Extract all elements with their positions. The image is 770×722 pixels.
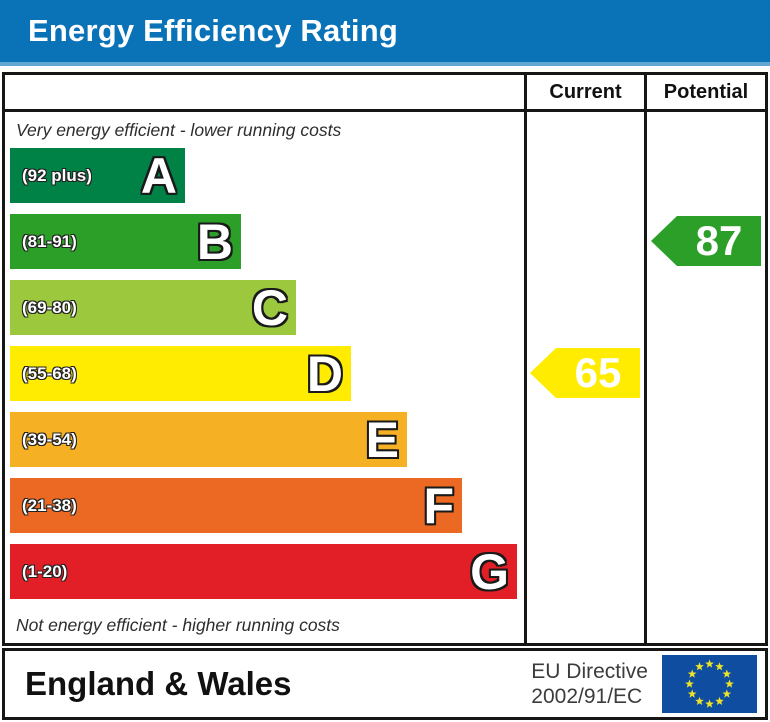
footer-bar: England & Wales EU Directive 2002/91/EC xyxy=(2,648,768,720)
band-letter-b: B xyxy=(196,213,233,270)
rating-table: Current Potential Very energy efficient … xyxy=(2,72,768,646)
band-letter-a: A xyxy=(140,147,177,204)
eu-flag-icon xyxy=(662,655,757,713)
potential-rating-arrow: 87 xyxy=(651,216,761,266)
band-bar-g: (1-20) G xyxy=(10,544,517,599)
potential-column-header: Potential xyxy=(647,75,765,112)
region-label: England & Wales xyxy=(25,665,292,702)
band-bar-f: (21-38) F xyxy=(10,478,462,533)
band-row-f: (21-38) F xyxy=(10,478,524,544)
band-letter-f: F xyxy=(423,477,454,534)
eu-directive-label: EU Directive 2002/91/EC xyxy=(531,659,648,709)
band-row-a: (92 plus) A xyxy=(10,148,524,214)
eu-directive-line2: 2002/91/EC xyxy=(531,685,643,708)
current-rating-arrow-shape xyxy=(530,348,640,398)
band-range-label-d: (55-68) xyxy=(22,363,77,383)
current-rating-arrow-value: 65 xyxy=(574,349,622,396)
potential-rating-arrow-shape xyxy=(651,216,761,266)
band-row-e: (39-54) E xyxy=(10,412,524,478)
band-range-label-g: (1-20) xyxy=(22,561,68,581)
potential-rating-column: 87 xyxy=(647,112,765,643)
band-range-label-f: (21-38) xyxy=(22,495,77,515)
band-bar-e: (39-54) E xyxy=(10,412,407,467)
band-range-label-e: (39-54) xyxy=(22,429,77,449)
band-row-g: (1-20) G xyxy=(10,544,524,610)
header-spacer-cell xyxy=(5,75,527,112)
band-letter-e: E xyxy=(365,411,399,468)
current-column-header: Current xyxy=(527,75,647,112)
bottom-caption: Not energy efficient - higher running co… xyxy=(16,614,340,635)
band-range-label-b: (81-91) xyxy=(22,231,77,251)
band-row-d: (55-68) D xyxy=(10,346,524,412)
band-bar-a: (92 plus) A xyxy=(10,148,185,203)
band-list: (92 plus) A (81-91) B (69-80) C (55-68) D (39-54… xyxy=(10,148,524,610)
eu-flag-svg xyxy=(662,655,757,713)
bands-area: Very energy efficient - lower running co… xyxy=(5,112,527,643)
band-letter-c: C xyxy=(251,279,288,336)
top-caption: Very energy efficient - lower running co… xyxy=(16,119,342,140)
band-bar-b: (81-91) B xyxy=(10,214,241,269)
band-range-label-a: (92 plus) xyxy=(22,165,92,185)
band-letter-d: D xyxy=(306,345,343,402)
band-range-label-c: (69-80) xyxy=(22,297,77,317)
potential-rating-arrow-value: 87 xyxy=(695,217,743,264)
title-bar: Energy Efficiency Rating xyxy=(0,0,770,66)
band-row-c: (69-80) C xyxy=(10,280,524,346)
eu-directive-line1: EU Directive xyxy=(531,659,648,683)
band-letter-g: G xyxy=(470,543,509,600)
band-bar-c: (69-80) C xyxy=(10,280,296,335)
page-title: Energy Efficiency Rating xyxy=(28,13,399,48)
current-rating-column: 65 xyxy=(527,112,647,643)
current-rating-arrow: 65 xyxy=(530,348,640,398)
band-bar-d: (55-68) D xyxy=(10,346,351,401)
band-row-b: (81-91) B xyxy=(10,214,524,280)
